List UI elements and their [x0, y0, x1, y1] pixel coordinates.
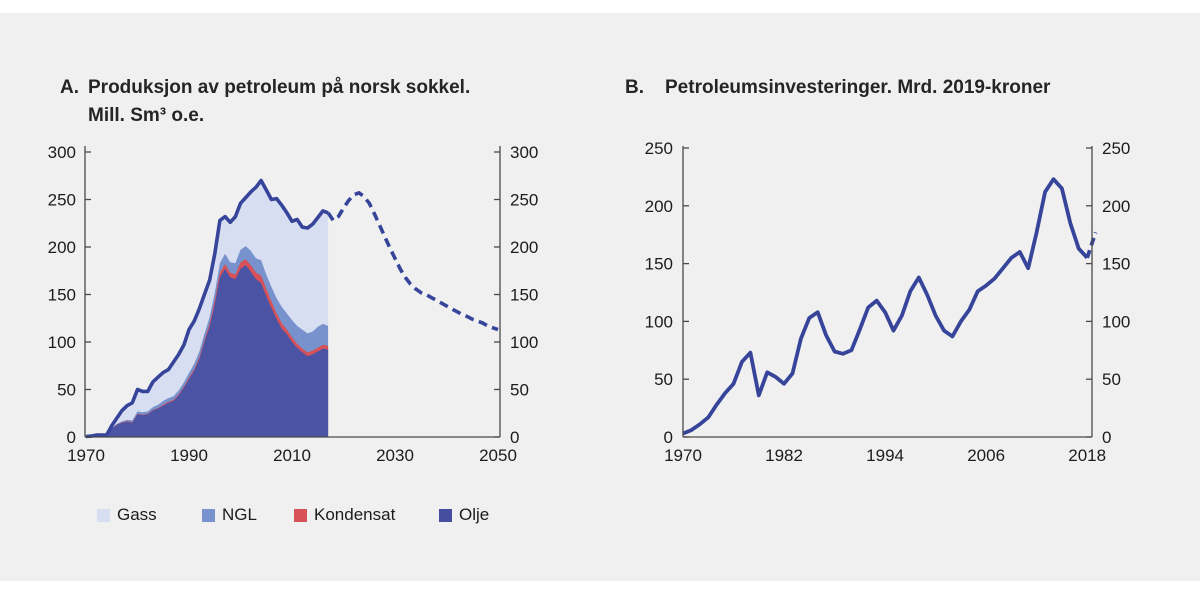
chart-b-ytick-right: 150: [1102, 255, 1130, 274]
chart-a-label: A.: [60, 77, 79, 98]
legend-item-gass: Gass: [97, 505, 157, 525]
chart-a-axes: 0 0 50 50 100 100 150 150 200 200 250 250 300 300 1970…: [48, 143, 539, 465]
gass-swatch: [97, 508, 110, 522]
legend-label-gass: Gass: [117, 505, 157, 524]
chart-a-ytick-left: 300: [48, 143, 76, 162]
chart-a-ytick-left: 100: [48, 333, 76, 352]
chart-b-xtick: 2018: [1068, 446, 1106, 465]
legend-item-ngl: NGL: [202, 505, 257, 525]
chart-b-title: B. Petroleumsinvesteringer. Mrd. 2019-kr…: [625, 74, 1185, 102]
chart-b-ytick-left: 0: [664, 428, 673, 447]
chart-a-subtitle: Mill. Sm³ o.e.: [88, 105, 205, 126]
chart-a-xtick: 1990: [170, 446, 208, 465]
chart-b-xtick: 1994: [866, 446, 904, 465]
chart-a-xtick: 2050: [479, 446, 517, 465]
legend-item-kondensat: Kondensat: [294, 505, 395, 525]
chart-a-ytick-left: 250: [48, 190, 76, 209]
chart-a-ytick-right: 0: [510, 428, 519, 447]
chart-a-title-text: Produksjon av petroleum på norsk sokkel.: [88, 77, 471, 98]
kondensat-swatch: [294, 508, 307, 522]
chart-b-ytick-left: 200: [645, 197, 673, 216]
figure-panel: [0, 13, 1200, 581]
legend-item-olje: Olje: [439, 505, 489, 525]
chart-b-ytick-left: 150: [645, 255, 673, 274]
chart-b-label: B.: [625, 77, 644, 98]
chart-b-ytick-right: 0: [1102, 428, 1111, 447]
chart-a-ytick-right: 250: [510, 190, 538, 209]
legend-label-olje: Olje: [459, 505, 490, 524]
chart-b-ytick-right: 200: [1102, 197, 1130, 216]
chart-b-xtick: 2006: [967, 446, 1005, 465]
chart-b-ytick-right: 250: [1102, 139, 1130, 158]
chart-b-xtick: 1982: [765, 446, 803, 465]
chart-b-ytick-left: 100: [645, 312, 673, 331]
legend: Gass NGL Kondensat Olje: [0, 505, 600, 527]
chart-a-xtick: 2030: [376, 446, 414, 465]
chart-b-axes: 0 0 50 50 100 100 150 150 200 200 250 250 1970 1982 19…: [645, 139, 1131, 465]
chart-b-ytick-left: 250: [645, 139, 673, 158]
chart-a-total-line: [85, 178, 329, 439]
chart-b-xtick: 1970: [664, 446, 702, 465]
chart-a-ytick-right: 50: [510, 380, 529, 399]
chart-b-ytick-right: 50: [1102, 370, 1121, 389]
ngl-swatch: [202, 508, 215, 522]
chart-b-ytick-right: 100: [1102, 312, 1130, 331]
chart-b-title-text: Petroleumsinvesteringer. Mrd. 2019-krone…: [665, 77, 1051, 98]
chart-a-ytick-right: 300: [510, 143, 538, 162]
chart-a-ytick-left: 0: [67, 428, 76, 447]
chart-a-projection-line: [326, 191, 499, 332]
chart-b-ytick-left: 50: [654, 370, 673, 389]
chart-a-ytick-right: 100: [510, 333, 538, 352]
chart-a-title: A. Produksjon av petroleum på norsk sokk…: [60, 74, 620, 130]
chart-b-line: [682, 177, 1089, 436]
chart-a-stack: [86, 180, 329, 437]
chart-a-ytick-left: 150: [48, 285, 76, 304]
legend-label-kondensat: Kondensat: [314, 505, 396, 524]
olje-swatch: [439, 508, 452, 522]
chart-a-xtick: 2010: [273, 446, 311, 465]
chart-a-ytick-left: 200: [48, 238, 76, 257]
chart-a-ytick-right: 150: [510, 285, 538, 304]
area-olje: [86, 265, 329, 437]
chart-a-ytick-left: 50: [57, 380, 76, 399]
legend-label-ngl: NGL: [222, 505, 257, 524]
chart-a-ytick-right: 200: [510, 238, 538, 257]
chart-a-xtick: 1970: [67, 446, 105, 465]
